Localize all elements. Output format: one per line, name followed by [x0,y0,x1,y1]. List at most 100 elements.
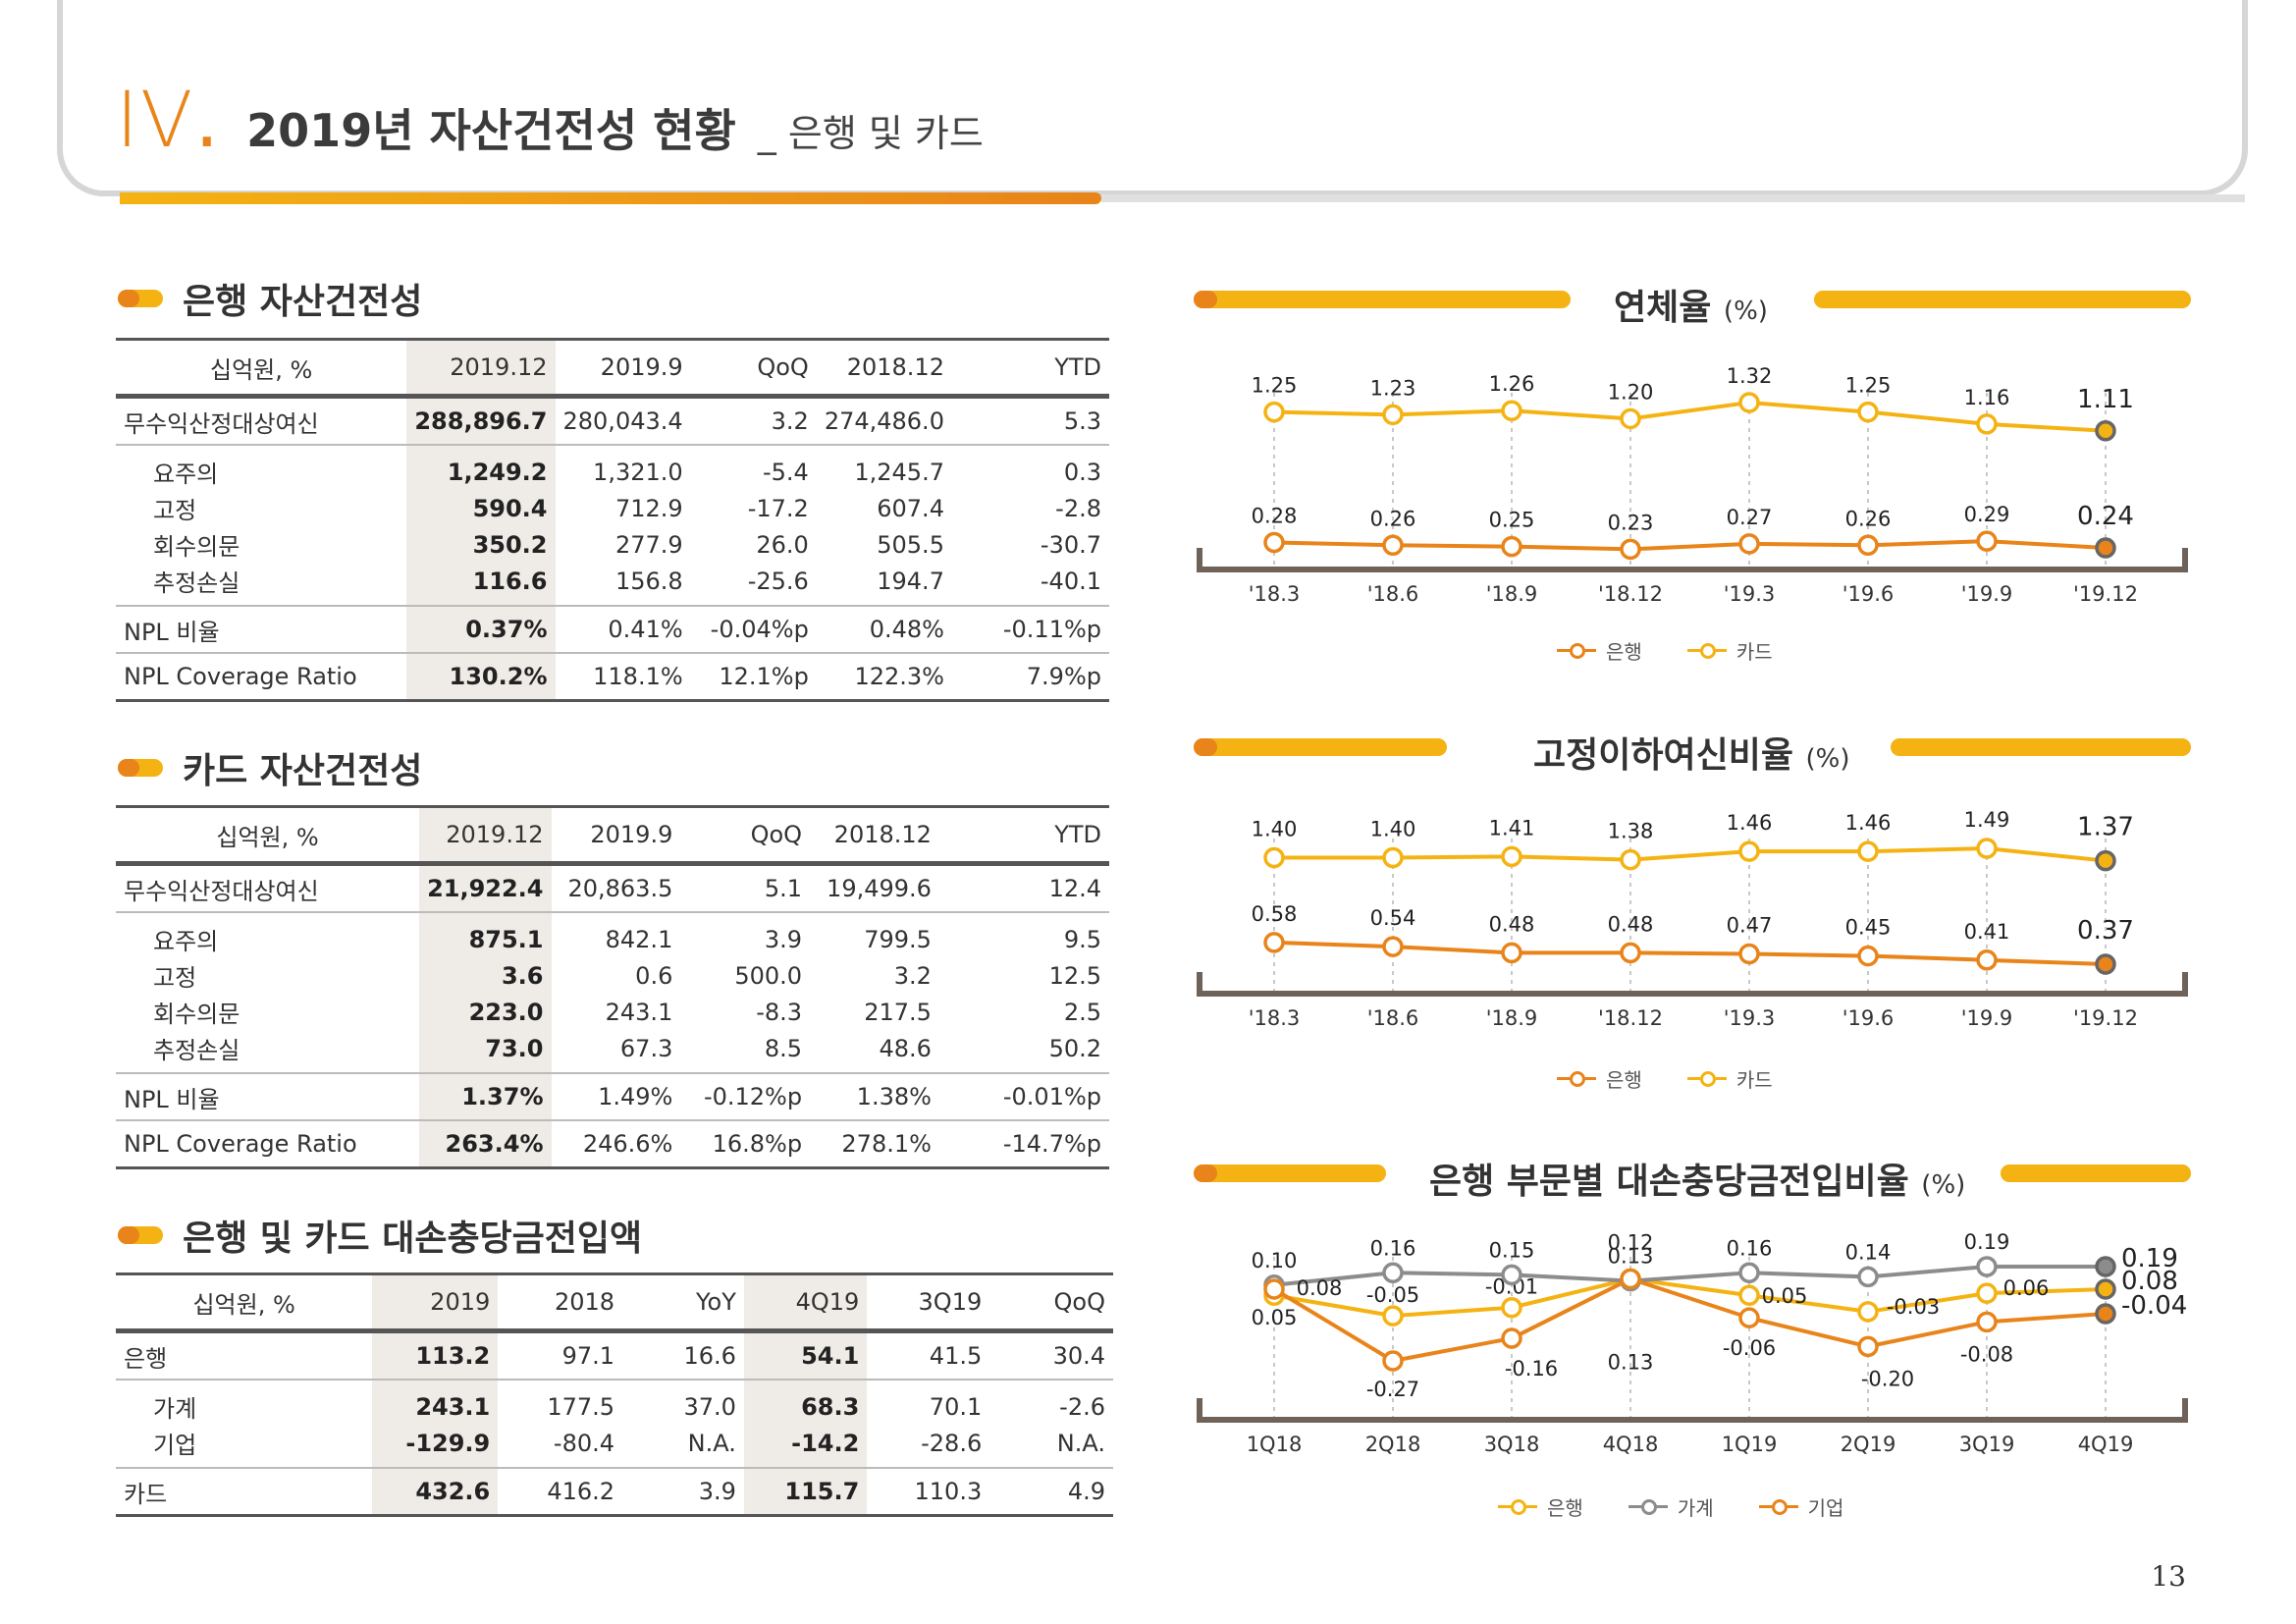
data-label: 0.26 [1370,507,1416,530]
table-cell: 3.2 [893,961,932,990]
legend-provision-ratio: 은행 가계 기업 [1498,1492,1889,1521]
series-line [1274,845,2107,863]
x-tick-label: 1Q19 [1722,1433,1778,1456]
data-point [1501,845,1522,868]
column-header: 2018 [498,1272,623,1333]
table-row: NPL Coverage Ratio 130.2% 118.1% 12.1%p 122.… [116,653,1109,702]
table-row: 추정손실 116.6 156.8 -25.6 194.7 -40.1 [116,563,1109,607]
table-row: 고정 590.4 712.9 -17.2 607.4 -2.8 [116,490,1109,526]
table-cell: 37.0 [683,1392,736,1421]
provision-ratio-chart: 1Q18 2Q18 3Q18 4Q18 1Q19 2Q19 3Q19 4Q19 0.05 -0.0… [1197,1230,2188,1456]
data-point [1857,534,1879,557]
column-header: 2019 [372,1272,499,1333]
chart-head-bar-right [1891,738,2191,756]
table-cell: 3.9 [764,925,803,953]
table-cell: 5.3 [951,396,1109,446]
data-point [1976,1282,1998,1304]
series-line [1272,1276,2107,1364]
data-point [1738,392,1760,413]
chart-head-bar-left [1194,1164,1386,1182]
axis-bracket [1197,548,2188,572]
data-point [1501,535,1522,558]
data-label: 0.37 [2077,916,2134,946]
row-label: 은행 [116,1330,373,1380]
data-label: 0.19 [1964,1230,2010,1254]
data-label: 0.08 [2121,1267,2178,1296]
table-row: NPL Coverage Ratio 263.4% 246.6% 16.8%p 278.… [116,1120,1109,1169]
table-cell: 73.0 [419,1030,552,1074]
row-label: 무수익산정대상여신 [116,863,420,913]
row-label: 카드 [116,1468,373,1517]
data-point [1382,1350,1404,1372]
data-point [1382,404,1404,426]
data-label: 0.25 [1489,509,1535,532]
data-point [1857,401,1879,423]
row-label: 무수익산정대상여신 [116,396,407,446]
data-label: 0.13 [1608,1245,1654,1269]
table-row: 회수의문 223.0 243.1 -8.3 217.5 2.5 [116,994,1109,1030]
data-point [1976,530,1998,552]
data-label: 0.05 [1252,1306,1298,1329]
bullet-pill-icon [118,290,163,307]
row-label: 기업 [116,1425,373,1469]
data-point [1263,401,1285,423]
data-point [1263,531,1285,554]
table-cell: 1,245.7 [854,458,944,486]
x-tick-label: '18.3 [1249,582,1301,606]
table-cell: 12.4 [938,863,1109,913]
data-label: 1.38 [1608,820,1654,843]
table-header-row: 십억원, % 2019.12 2019.9 QoQ 2018.12 YTD [116,338,1109,399]
axis-bracket [1197,1398,2188,1423]
data-label: 1.37 [2077,813,2134,842]
table-cell: 70.1 [929,1392,983,1421]
table-row: NPL 비율 0.37% 0.41% -0.04%p 0.48% -0.11%p [116,606,1109,654]
column-header: YTD [951,338,1109,399]
table-row: 무수익산정대상여신 21,922.4 20,863.5 5.1 19,499.6 12.4 [116,863,1109,913]
data-label: 1.23 [1370,376,1416,400]
legend-line-icon [1628,1499,1668,1515]
legend-item: 은행 [1557,636,1642,665]
data-label: 0.05 [1762,1284,1808,1308]
data-label: 0.41 [1964,920,2010,944]
table-cell: 16.8%p [680,1120,811,1169]
data-label: -0.03 [1887,1295,1940,1319]
table-cell: 263.4% [419,1120,552,1169]
data-point [1263,932,1285,953]
chart-head-npl: 고정이하여신비율 (%) [1194,727,2191,776]
table-row: 은행 113.2 97.1 16.6 54.1 41.5 30.4 [116,1330,1113,1380]
row-label: 가계 [153,1395,197,1423]
column-header: 십억원, % [116,338,407,399]
row-label: 회수의문 [153,533,240,561]
data-point [1976,413,1998,435]
x-tick-label: 2Q18 [1365,1433,1421,1456]
data-label: -0.04 [2121,1291,2187,1321]
data-label: 1.26 [1489,372,1535,396]
table-cell: 20,863.5 [551,863,681,913]
data-point [1382,936,1404,957]
table-cell: -0.11%p [951,606,1109,654]
legend-label: 카드 [1735,640,1773,664]
table-cell: -2.6 [1059,1392,1105,1421]
section-title-bank: 은행 자산건전성 [118,273,422,324]
data-label: 0.23 [1608,511,1654,534]
table-cell: -0.01%p [938,1073,1109,1121]
data-label: 1.46 [1845,811,1892,835]
table-cell: -0.12%p [680,1073,811,1121]
row-label: 추정손실 [116,1030,420,1074]
table-cell: 54.1 [743,1330,868,1380]
legend-label: 기업 [1807,1496,1844,1520]
data-label: 0.28 [1252,505,1298,528]
data-point [1738,1262,1760,1284]
table-cell: 26.0 [756,530,809,559]
table-header-row: 십억원, % 2019.12 2019.9 QoQ 2018.12 YTD [116,805,1109,866]
column-header: YTD [938,805,1109,866]
series-line [1273,400,2107,433]
legend-line-icon [1557,643,1596,659]
table-cell: -14.2 [743,1425,868,1469]
chart-title-npl: 고정이하여신비율 (%) [1533,735,1850,776]
table-cell: 277.9 [614,530,683,559]
table-cell: 21,922.4 [419,863,552,913]
row-label: NPL Coverage Ratio [116,653,407,702]
table-cell: -129.9 [372,1425,499,1469]
data-point [1738,1307,1760,1328]
